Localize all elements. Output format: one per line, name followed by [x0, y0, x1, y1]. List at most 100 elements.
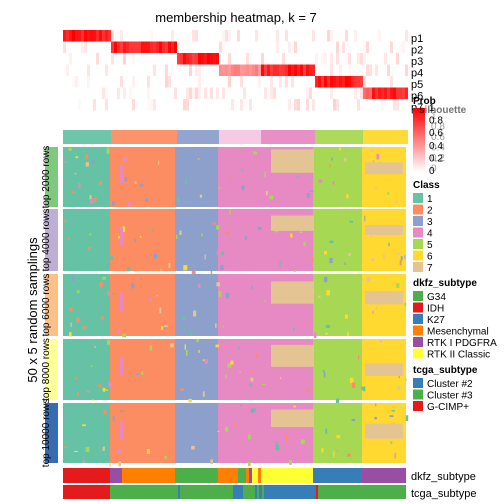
- prob-cell: [72, 30, 75, 42]
- silhouette-cell: [309, 130, 312, 144]
- dkfz-subtype-segment: [249, 468, 252, 483]
- membership-noise: [244, 236, 248, 241]
- prob-cell: [117, 41, 120, 53]
- silhouette-cell: [273, 130, 276, 144]
- class-block-1: [63, 209, 110, 271]
- membership-noise: [202, 359, 205, 361]
- prob-cell: [330, 76, 333, 88]
- dkfz-legend-swatch: [413, 337, 423, 347]
- prob-cell: [111, 53, 114, 65]
- prob-cell: [120, 30, 123, 42]
- tcga-subtype-label: tcga_subtype: [411, 488, 476, 500]
- membership-noise: [118, 461, 122, 467]
- membership-noise: [157, 160, 160, 165]
- silhouette-cell: [84, 130, 87, 144]
- membership-noise: [229, 210, 231, 215]
- prob-cell: [264, 64, 267, 76]
- prob-cell: [243, 87, 246, 99]
- membership-noise: [117, 448, 122, 454]
- membership-panels: [63, 147, 409, 468]
- prob-cell: [366, 64, 369, 76]
- tcga-subtype-segment: [318, 485, 406, 499]
- prob-cell: [243, 64, 246, 76]
- silhouette-cell: [321, 130, 324, 144]
- silhouette-cell: [96, 130, 99, 144]
- class-legend-swatch: [413, 262, 423, 272]
- silhouette-cell: [189, 130, 192, 144]
- silhouette-legend-tick: 1: [431, 111, 437, 122]
- membership-noise: [279, 261, 281, 267]
- dkfz-subtype-segment: [218, 468, 238, 483]
- class-legend-label: 3: [427, 217, 433, 228]
- prob-cell: [222, 87, 225, 99]
- membership-noise: [396, 283, 400, 288]
- prob-cell: [249, 64, 252, 76]
- silhouette-cell: [270, 130, 273, 144]
- prob-cell: [78, 99, 81, 111]
- prob-cell: [330, 87, 333, 99]
- silhouette-cell: [303, 130, 306, 144]
- membership-noise: [387, 192, 390, 195]
- membership-noise: [255, 353, 258, 357]
- membership-noise: [77, 392, 80, 396]
- silhouette-cell: [216, 130, 219, 144]
- membership-noise: [398, 374, 401, 379]
- prob-cell: [150, 30, 153, 42]
- prob-cell: [294, 99, 297, 111]
- silhouette-cell: [267, 130, 270, 144]
- membership-noise: [318, 295, 321, 299]
- silhouette-cell: [105, 130, 108, 144]
- silhouette-cell: [186, 130, 189, 144]
- membership-noise: [76, 290, 80, 294]
- membership-noise: [90, 365, 93, 367]
- prob-cell: [312, 99, 315, 111]
- prob-cell: [348, 64, 351, 76]
- tcga-legend-title: tcga_subtype: [413, 365, 478, 376]
- tcga-subtype-segment: [180, 485, 218, 499]
- silhouette-cell: [102, 130, 105, 144]
- row-group-strip: [45, 209, 58, 271]
- membership-noise: [335, 398, 340, 404]
- tcga-subtype-segment: [316, 485, 318, 499]
- membership-noise: [344, 314, 348, 319]
- membership-noise: [94, 346, 96, 348]
- prob-cell: [204, 53, 207, 65]
- prob-cell: [231, 99, 234, 111]
- membership-noise: [182, 315, 187, 320]
- class-legend-swatch: [413, 239, 423, 249]
- prob-cell: [255, 64, 258, 76]
- prob-cell: [324, 53, 327, 65]
- membership-noise: [400, 256, 403, 261]
- silhouette-cell: [87, 130, 90, 144]
- prob-cell: [372, 87, 375, 99]
- silhouette-cell: [318, 130, 321, 144]
- membership-noise: [230, 360, 234, 365]
- prob-cell: [387, 87, 390, 99]
- membership-noise: [404, 255, 406, 260]
- membership-noise: [257, 226, 262, 230]
- membership-noise: [300, 439, 305, 445]
- dkfz-subtype-segment: [261, 468, 313, 483]
- membership-noise: [102, 387, 106, 392]
- class-legend-swatch: [413, 227, 423, 238]
- prob-cell: [84, 30, 87, 42]
- silhouette-cell: [141, 130, 144, 144]
- prob-cell: [102, 87, 105, 99]
- silhouette-cell: [387, 130, 390, 144]
- membership-noise: [220, 265, 224, 271]
- prob-legend-gradient: [413, 108, 425, 172]
- prob-cell: [366, 41, 369, 53]
- class-block-1: [63, 339, 110, 400]
- prob-cell: [129, 87, 132, 99]
- prob-cell: [105, 30, 108, 42]
- prob-cell: [285, 76, 288, 88]
- membership-noise: [292, 328, 295, 331]
- prob-row-bg-p6: [63, 87, 406, 99]
- membership-noise: [329, 240, 334, 244]
- prob-cell: [153, 99, 156, 111]
- silhouette-cell: [378, 130, 381, 144]
- prob-cell: [339, 64, 342, 76]
- membership-noise: [198, 283, 201, 289]
- membership-noise: [122, 333, 127, 338]
- row-group-strip: [45, 339, 58, 400]
